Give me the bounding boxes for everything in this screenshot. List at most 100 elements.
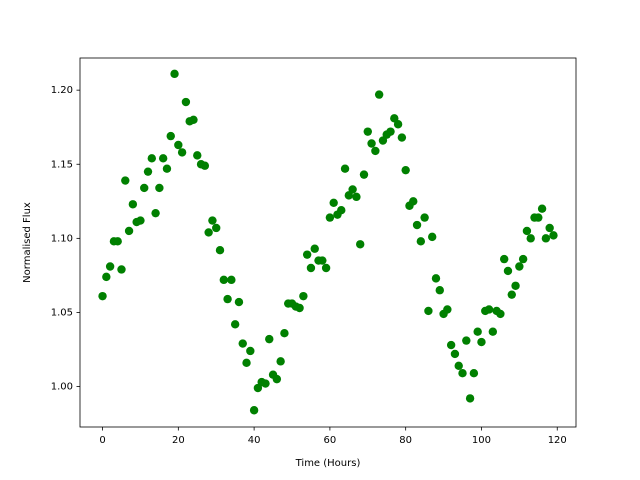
x-tick-label: 20 [172,435,185,446]
point [151,208,160,218]
point [208,216,217,225]
point [189,115,198,124]
x-tick-label: 0 [99,435,105,446]
point [469,369,479,378]
point [484,305,494,314]
point [356,240,365,249]
point [503,266,513,276]
point [431,274,441,283]
point [401,165,410,175]
point [329,198,338,207]
point [295,303,304,313]
point [181,97,191,107]
y-tick-label: 1.10 [51,233,73,244]
x-tick-label: 40 [248,435,261,446]
point [147,154,157,163]
point [113,237,122,246]
point [518,254,528,264]
point [450,349,460,359]
point [454,361,463,370]
point [121,176,130,185]
point [499,254,509,264]
x-tick-label: 60 [324,435,337,446]
point [340,164,350,173]
point [522,226,532,236]
point [325,213,335,222]
point [352,192,361,202]
point [321,263,331,273]
point [280,328,289,338]
point [227,275,236,285]
point [526,234,535,243]
point [446,340,456,350]
point [435,286,444,295]
point [162,164,172,173]
point [409,197,418,206]
point [158,154,168,163]
point [124,226,134,236]
point [242,358,251,368]
point [193,151,202,160]
point [215,246,225,255]
x-tick-label: 120 [548,435,567,446]
y-tick-label: 1.15 [51,159,73,170]
point [420,213,429,222]
point [234,297,244,307]
point [272,374,282,384]
point [276,357,285,366]
point [265,334,274,344]
y-tick-label: 1.20 [51,85,73,96]
point [534,213,543,222]
point [310,244,319,253]
point [393,120,403,129]
plot-frame [79,57,577,428]
point [465,394,475,403]
point [200,161,210,170]
point [238,339,247,348]
point [219,275,228,285]
y-axis-label: Normalised Flux [22,202,33,283]
point [424,306,433,316]
point [462,336,471,345]
point [98,291,107,301]
point [170,69,179,79]
y-tick-label: 1.05 [51,307,73,318]
point [473,327,482,336]
point [177,148,187,157]
point [223,294,232,304]
point [367,139,376,148]
point [359,170,369,179]
point [443,305,452,314]
x-tick-label: 80 [399,435,412,446]
point [371,146,380,156]
point [299,291,308,301]
point [117,265,126,274]
point [302,250,312,259]
point [105,262,115,271]
point [318,256,327,265]
point [545,223,554,233]
point [337,205,346,215]
point [397,133,407,142]
point [128,200,138,209]
point [249,406,259,415]
point [348,185,357,194]
point [363,127,372,136]
y-tick-label: 1.00 [51,382,73,393]
x-tick-label: 100 [472,435,491,446]
point [212,223,221,233]
point [306,263,316,273]
point [541,234,551,243]
point [374,90,384,99]
point [386,127,395,136]
point [174,140,183,150]
point [412,220,422,230]
point [549,231,558,240]
point [428,232,437,242]
point [166,131,175,141]
x-axis-label: Time (Hours) [295,458,361,469]
point [155,183,164,193]
point [230,320,240,329]
